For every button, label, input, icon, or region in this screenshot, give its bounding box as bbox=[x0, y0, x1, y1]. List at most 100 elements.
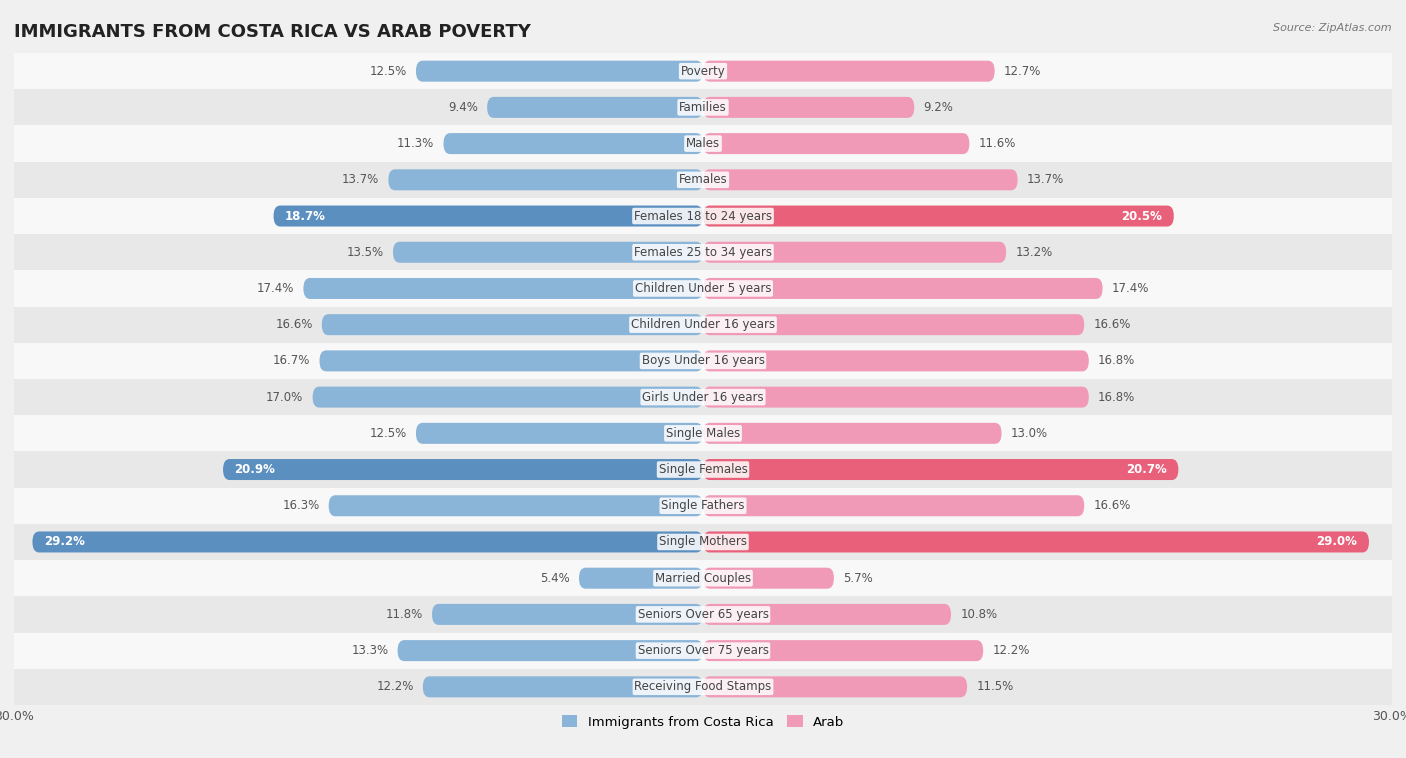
Text: Source: ZipAtlas.com: Source: ZipAtlas.com bbox=[1274, 23, 1392, 33]
FancyBboxPatch shape bbox=[703, 169, 1018, 190]
FancyBboxPatch shape bbox=[703, 531, 1369, 553]
Text: Receiving Food Stamps: Receiving Food Stamps bbox=[634, 681, 772, 694]
FancyBboxPatch shape bbox=[486, 97, 703, 118]
Text: 12.2%: 12.2% bbox=[377, 681, 413, 694]
Bar bbox=[14, 452, 1392, 487]
FancyBboxPatch shape bbox=[319, 350, 703, 371]
Bar bbox=[14, 343, 1392, 379]
Text: Single Fathers: Single Fathers bbox=[661, 500, 745, 512]
Text: 5.7%: 5.7% bbox=[844, 572, 873, 584]
Bar bbox=[14, 487, 1392, 524]
Text: Children Under 5 years: Children Under 5 years bbox=[634, 282, 772, 295]
Text: 12.2%: 12.2% bbox=[993, 644, 1029, 657]
Bar bbox=[14, 271, 1392, 306]
Text: 16.8%: 16.8% bbox=[1098, 390, 1135, 403]
Text: Seniors Over 65 years: Seniors Over 65 years bbox=[637, 608, 769, 621]
Text: 16.6%: 16.6% bbox=[276, 318, 312, 331]
Bar bbox=[14, 53, 1392, 89]
Text: 13.0%: 13.0% bbox=[1011, 427, 1047, 440]
Bar bbox=[14, 89, 1392, 126]
Text: 12.7%: 12.7% bbox=[1004, 64, 1042, 77]
Text: Married Couples: Married Couples bbox=[655, 572, 751, 584]
Text: 29.2%: 29.2% bbox=[44, 535, 84, 549]
Text: 20.5%: 20.5% bbox=[1122, 209, 1163, 223]
FancyBboxPatch shape bbox=[703, 278, 1102, 299]
Bar bbox=[14, 306, 1392, 343]
Text: 13.7%: 13.7% bbox=[1026, 174, 1064, 186]
Text: Females 18 to 24 years: Females 18 to 24 years bbox=[634, 209, 772, 223]
Text: 16.6%: 16.6% bbox=[1094, 500, 1130, 512]
Text: 20.7%: 20.7% bbox=[1126, 463, 1167, 476]
FancyBboxPatch shape bbox=[703, 604, 950, 625]
Text: Poverty: Poverty bbox=[681, 64, 725, 77]
Text: 13.7%: 13.7% bbox=[342, 174, 380, 186]
Text: Single Females: Single Females bbox=[658, 463, 748, 476]
Text: 12.5%: 12.5% bbox=[370, 64, 406, 77]
FancyBboxPatch shape bbox=[322, 314, 703, 335]
Bar bbox=[14, 161, 1392, 198]
FancyBboxPatch shape bbox=[32, 531, 703, 553]
FancyBboxPatch shape bbox=[443, 133, 703, 154]
FancyBboxPatch shape bbox=[398, 640, 703, 661]
FancyBboxPatch shape bbox=[703, 97, 914, 118]
Text: 12.5%: 12.5% bbox=[370, 427, 406, 440]
Bar bbox=[14, 415, 1392, 452]
Text: 29.0%: 29.0% bbox=[1316, 535, 1358, 549]
FancyBboxPatch shape bbox=[703, 495, 1084, 516]
Text: Boys Under 16 years: Boys Under 16 years bbox=[641, 355, 765, 368]
Bar bbox=[14, 597, 1392, 632]
Text: Girls Under 16 years: Girls Under 16 years bbox=[643, 390, 763, 403]
Bar bbox=[14, 126, 1392, 161]
Text: Males: Males bbox=[686, 137, 720, 150]
Text: 13.3%: 13.3% bbox=[352, 644, 388, 657]
Text: Single Males: Single Males bbox=[666, 427, 740, 440]
Text: 13.5%: 13.5% bbox=[347, 246, 384, 258]
FancyBboxPatch shape bbox=[703, 423, 1001, 444]
Text: Families: Families bbox=[679, 101, 727, 114]
Text: 9.4%: 9.4% bbox=[449, 101, 478, 114]
FancyBboxPatch shape bbox=[423, 676, 703, 697]
Bar bbox=[14, 379, 1392, 415]
FancyBboxPatch shape bbox=[703, 242, 1007, 263]
Text: Females: Females bbox=[679, 174, 727, 186]
FancyBboxPatch shape bbox=[703, 314, 1084, 335]
Bar bbox=[14, 234, 1392, 271]
Text: 20.9%: 20.9% bbox=[235, 463, 276, 476]
Legend: Immigrants from Costa Rica, Arab: Immigrants from Costa Rica, Arab bbox=[557, 710, 849, 735]
Text: Females 25 to 34 years: Females 25 to 34 years bbox=[634, 246, 772, 258]
FancyBboxPatch shape bbox=[388, 169, 703, 190]
FancyBboxPatch shape bbox=[224, 459, 703, 480]
FancyBboxPatch shape bbox=[416, 423, 703, 444]
FancyBboxPatch shape bbox=[312, 387, 703, 408]
Text: 16.8%: 16.8% bbox=[1098, 355, 1135, 368]
Bar bbox=[14, 632, 1392, 669]
FancyBboxPatch shape bbox=[703, 61, 994, 82]
FancyBboxPatch shape bbox=[703, 640, 983, 661]
Bar bbox=[14, 524, 1392, 560]
Text: Single Mothers: Single Mothers bbox=[659, 535, 747, 549]
Text: 13.2%: 13.2% bbox=[1015, 246, 1053, 258]
FancyBboxPatch shape bbox=[703, 350, 1088, 371]
Text: 18.7%: 18.7% bbox=[285, 209, 326, 223]
FancyBboxPatch shape bbox=[703, 459, 1178, 480]
Text: 16.7%: 16.7% bbox=[273, 355, 311, 368]
FancyBboxPatch shape bbox=[703, 387, 1088, 408]
Text: 17.4%: 17.4% bbox=[257, 282, 294, 295]
Text: 9.2%: 9.2% bbox=[924, 101, 953, 114]
FancyBboxPatch shape bbox=[579, 568, 703, 589]
Text: 16.6%: 16.6% bbox=[1094, 318, 1130, 331]
Text: 11.6%: 11.6% bbox=[979, 137, 1017, 150]
FancyBboxPatch shape bbox=[274, 205, 703, 227]
FancyBboxPatch shape bbox=[304, 278, 703, 299]
Text: 17.0%: 17.0% bbox=[266, 390, 304, 403]
Text: 5.4%: 5.4% bbox=[540, 572, 569, 584]
Text: 11.5%: 11.5% bbox=[976, 681, 1014, 694]
Bar bbox=[14, 198, 1392, 234]
FancyBboxPatch shape bbox=[703, 676, 967, 697]
Text: Seniors Over 75 years: Seniors Over 75 years bbox=[637, 644, 769, 657]
FancyBboxPatch shape bbox=[329, 495, 703, 516]
Bar bbox=[14, 560, 1392, 597]
Text: 16.3%: 16.3% bbox=[283, 500, 319, 512]
Text: 10.8%: 10.8% bbox=[960, 608, 997, 621]
FancyBboxPatch shape bbox=[703, 205, 1174, 227]
